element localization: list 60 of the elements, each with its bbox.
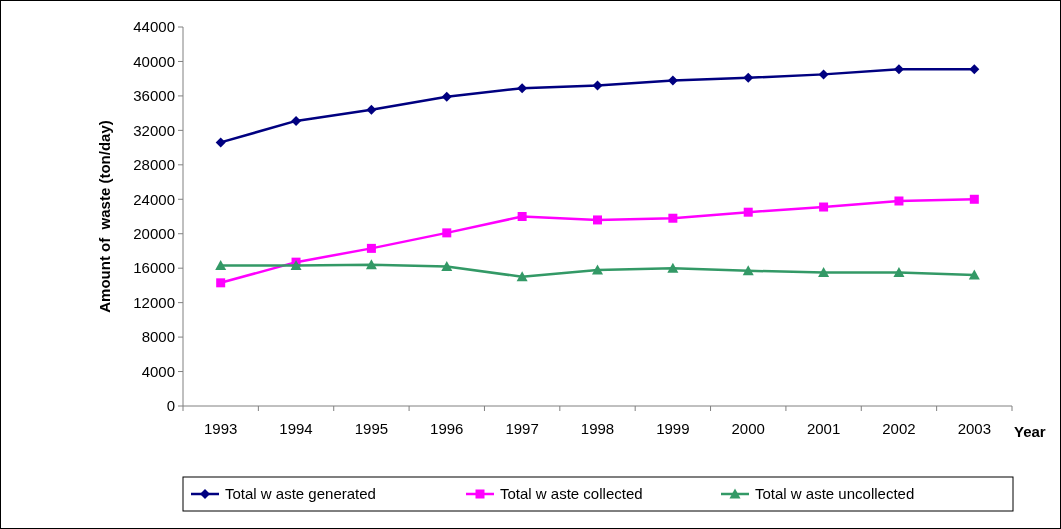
legend-label: Total w aste uncollected [755,485,915,503]
x-tick-label: 1994 [279,420,313,437]
point [893,64,904,75]
point [818,69,829,80]
point [742,265,754,276]
y-tick-label: 16000 [133,259,175,277]
x-tick-label: 1995 [354,420,389,437]
x-tick-label: 1997 [505,420,539,437]
y-tick-label: 0 [166,397,175,415]
y-tick-label: 36000 [133,87,175,105]
point [517,83,528,94]
y-tick-label: 32000 [133,121,175,139]
point [441,91,452,102]
point [743,207,753,217]
x-tick-label: 2003 [957,420,992,437]
x-tick-label: 2000 [731,420,765,437]
y-tick-label: 20000 [133,224,175,242]
point [592,80,603,91]
point [517,212,527,221]
x-tick-label: 1998 [580,420,615,437]
point [818,266,830,277]
point [593,215,602,225]
point [290,260,302,271]
point [366,243,376,253]
y-tick-label: 44000 [133,18,175,36]
point [442,228,452,238]
point [893,266,905,277]
y-tick-label: 40000 [133,52,175,70]
point [592,264,603,275]
legend-label: Total w aste generated [225,485,376,503]
y-tick-label: 8000 [141,328,175,346]
point [365,259,377,270]
x-axis-title: Year [1014,423,1046,440]
point [216,278,226,288]
point [667,75,678,86]
point [667,262,679,273]
x-tick-label: 1999 [656,420,690,437]
x-tick-label: 2001 [806,420,841,437]
x-tick-label: 1993 [203,420,238,437]
point [969,194,979,204]
point [291,115,302,126]
point [969,64,980,75]
x-tick-label: 2002 [882,420,916,437]
point [441,260,453,271]
point [668,213,678,223]
y-tick-label: 4000 [141,362,175,380]
y-tick-label: 12000 [133,293,175,311]
legend-label: Total w aste collected [500,485,643,503]
point [215,137,226,148]
x-tick-label: 1996 [430,420,464,437]
point [968,269,980,280]
point [366,104,377,115]
point [819,202,829,212]
y-tick-label: 28000 [133,156,175,174]
point [516,271,528,282]
y-tick-label: 24000 [133,190,175,208]
point [743,72,754,83]
point [215,260,227,271]
point [894,196,904,206]
y-axis-title: Amount of waste (ton/day) [96,120,113,313]
